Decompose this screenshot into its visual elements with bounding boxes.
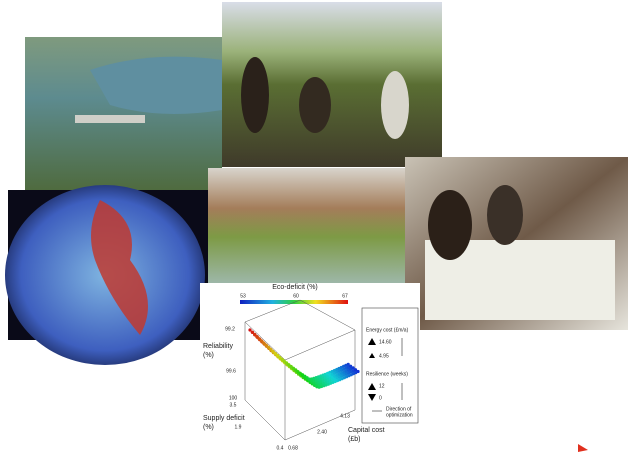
scatter-point	[284, 361, 289, 365]
scatter-point	[250, 330, 254, 334]
colorbar-label: 53	[240, 293, 246, 299]
scatter-point	[280, 357, 284, 361]
scatter-point	[294, 368, 298, 372]
legend-note: optimization	[386, 412, 413, 418]
colorbar-title: Eco-deficit (%)	[272, 284, 318, 291]
scatter-point	[305, 376, 309, 380]
photo-rice	[208, 168, 405, 283]
tick-label: 0.68	[288, 445, 298, 451]
scatter-point	[255, 334, 259, 339]
scatter-point	[287, 363, 291, 367]
colorbar	[240, 300, 348, 304]
nav-arrow	[578, 444, 588, 452]
scatter-point	[300, 373, 305, 377]
scatter-point	[259, 339, 263, 343]
tick-label: 4.13	[340, 413, 350, 419]
tick-label: 0.4	[277, 445, 284, 451]
scatter-point	[353, 368, 358, 372]
scatter-point	[262, 341, 266, 345]
scatter-point	[296, 370, 300, 374]
scatter-point	[257, 337, 261, 341]
axes-box	[244, 299, 356, 441]
scatter-point	[264, 343, 268, 347]
tick-label: 99.6	[226, 368, 236, 374]
axis-label: (%)	[203, 352, 214, 359]
tick-label: 3.5	[230, 402, 237, 408]
axis-label: (%)	[203, 424, 214, 431]
chart-panel: Eco-deficit (%) 53 60 67 Reliability (%) S…	[200, 283, 420, 452]
scatter-point	[273, 351, 277, 355]
legend-box	[361, 307, 419, 424]
scatter-point	[266, 345, 270, 349]
scatter-point	[351, 366, 355, 370]
axis-label: Reliability	[203, 343, 233, 350]
legend-title: Resilience (weeks)	[366, 371, 408, 377]
scatter-point	[303, 374, 307, 378]
scatter-point	[253, 332, 257, 336]
legend-title: Energy cost (£m/a)	[366, 327, 409, 333]
scatter-point	[349, 364, 353, 368]
scatter-point	[278, 355, 282, 359]
axis-label: (£b)	[348, 436, 360, 443]
photo-globe	[5, 185, 208, 365]
legend-value: 14.60	[379, 339, 392, 345]
photo-meeting	[405, 157, 628, 330]
scatter-point	[291, 366, 295, 370]
scatter-point	[289, 364, 293, 369]
scatter-point	[271, 349, 275, 353]
scatter-point	[268, 347, 273, 351]
tick-label: 99.2	[225, 326, 235, 332]
scatter-point	[248, 328, 252, 332]
colorbar-label: 60	[293, 293, 299, 299]
photo-dam	[25, 37, 222, 190]
axis-label: Supply deficit	[203, 415, 245, 422]
colorbar-label: 67	[342, 293, 348, 299]
legend-value: 12	[379, 383, 385, 389]
scatter-point	[356, 369, 360, 374]
scatter-point	[282, 359, 286, 363]
tick-label: 1.9	[235, 424, 242, 430]
tick-label: 100	[229, 395, 238, 401]
scatter-point	[275, 353, 279, 357]
axis-label: Capital cost	[348, 427, 385, 434]
photo-farmers	[222, 2, 442, 167]
scatter-point	[298, 371, 302, 375]
scatter-point	[346, 362, 350, 366]
tick-label: 2.40	[317, 429, 327, 435]
legend-value: 4.95	[379, 353, 389, 359]
legend-note: Direction of	[386, 406, 412, 412]
legend-value: 0	[379, 395, 382, 401]
